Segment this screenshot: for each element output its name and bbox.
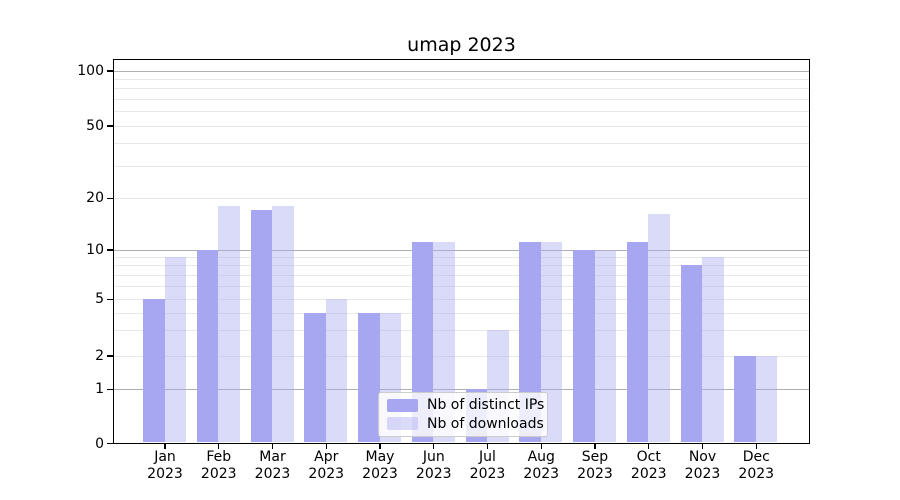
bar-nb-of-downloads (594, 249, 616, 442)
y-gridline-minor (114, 143, 809, 145)
x-tick-mark (701, 444, 704, 449)
y-gridline-minor (114, 98, 809, 100)
y-gridline-minor (114, 256, 809, 258)
y-gridline-minor (114, 111, 809, 113)
y-gridline-major (114, 249, 809, 251)
y-tick-mark (107, 197, 113, 199)
bar-nb-of-downloads (325, 298, 348, 442)
x-tick-mark (379, 444, 381, 449)
x-tick-mark (486, 444, 489, 449)
y-tick-mark (107, 249, 113, 251)
legend: Nb of distinct IPs Nb of downloads (378, 392, 548, 437)
y-tick-label: 1 (95, 381, 104, 398)
x-tick-mark (325, 444, 327, 449)
legend-swatch-downloads (387, 417, 418, 431)
y-tick-mark (107, 388, 113, 390)
y-gridline-minor (114, 298, 809, 300)
x-tick-label: Oct 2023 (630, 449, 667, 482)
y-tick-label: 50 (86, 118, 104, 134)
bar-nb-of-distinct-ips (304, 312, 326, 442)
y-gridline-minor (114, 165, 809, 167)
y-tick-label: 20 (86, 190, 104, 207)
bar-nb-of-distinct-ips (573, 249, 595, 442)
y-gridline-minor (114, 285, 809, 287)
bar-nb-of-distinct-ips (196, 249, 219, 442)
x-tick-label: Nov 2023 (684, 449, 721, 482)
y-gridline-minor (114, 265, 809, 267)
legend-item-downloads: Nb of downloads (387, 416, 544, 432)
y-tick-label: 10 (86, 242, 104, 258)
x-tick-mark (594, 444, 596, 449)
y-tick-mark (107, 125, 113, 127)
x-tick-label: Jun 2023 (415, 449, 452, 482)
x-tick-mark (755, 444, 757, 449)
x-tick-mark (164, 444, 166, 449)
bar-nb-of-distinct-ips (358, 312, 380, 442)
x-tick-label: Aug 2023 (523, 449, 560, 482)
plot-area (113, 59, 810, 444)
y-tick-mark (107, 355, 113, 357)
y-tick-mark (107, 298, 113, 300)
x-tick-label: Sep 2023 (577, 449, 613, 482)
bar-nb-of-distinct-ips (143, 298, 165, 442)
y-gridline-minor (114, 312, 809, 314)
x-tick-label: Dec 2023 (738, 449, 775, 482)
y-gridline-major (114, 388, 809, 390)
bar-nb-of-downloads (218, 205, 240, 442)
x-tick-mark (218, 444, 220, 449)
bar-nb-of-downloads (648, 214, 670, 442)
chart-title: umap 2023 (407, 34, 516, 56)
y-gridline-major (114, 70, 809, 72)
y-gridline-minor (114, 197, 809, 199)
bar-nb-of-downloads (164, 256, 186, 442)
x-tick-mark (648, 444, 650, 449)
bar-nb-of-downloads (702, 256, 724, 442)
x-tick-label: Jan 2023 (147, 449, 183, 482)
x-tick-label: Apr 2023 (308, 449, 345, 482)
bar-nb-of-distinct-ips (734, 355, 756, 442)
x-tick-mark (433, 444, 435, 449)
x-tick-label: Jul 2023 (469, 449, 506, 482)
y-tick-mark (107, 442, 113, 445)
y-gridline-minor (114, 330, 809, 332)
bar-nb-of-distinct-ips (626, 242, 649, 442)
x-tick-label: Feb 2023 (200, 449, 237, 482)
legend-label-downloads: Nb of downloads (427, 415, 544, 432)
bar-nb-of-downloads (755, 355, 778, 442)
y-tick-label: 5 (95, 291, 104, 308)
y-tick-label: 0 (95, 435, 104, 452)
y-tick-mark (107, 70, 113, 72)
y-tick-label: 2 (95, 348, 104, 364)
x-tick-mark (271, 444, 274, 449)
legend-swatch-distinct-ips (387, 398, 418, 412)
bar-nb-of-distinct-ips (250, 209, 272, 442)
legend-label-distinct-ips: Nb of distinct IPs (427, 397, 545, 414)
x-tick-label: Mar 2023 (254, 449, 291, 482)
y-gridline-minor (114, 355, 809, 357)
x-tick-mark (540, 444, 542, 449)
y-gridline-minor (114, 78, 809, 80)
x-tick-label: May 2023 (362, 449, 398, 482)
legend-item-distinct-ips: Nb of distinct IPs (387, 397, 544, 413)
y-gridline-minor (114, 125, 809, 127)
bar-nb-of-distinct-ips (680, 265, 702, 442)
y-gridline-minor (114, 274, 809, 276)
bar-nb-of-downloads (272, 205, 294, 442)
y-tick-label: 100 (77, 63, 104, 79)
y-gridline-minor (114, 88, 809, 90)
